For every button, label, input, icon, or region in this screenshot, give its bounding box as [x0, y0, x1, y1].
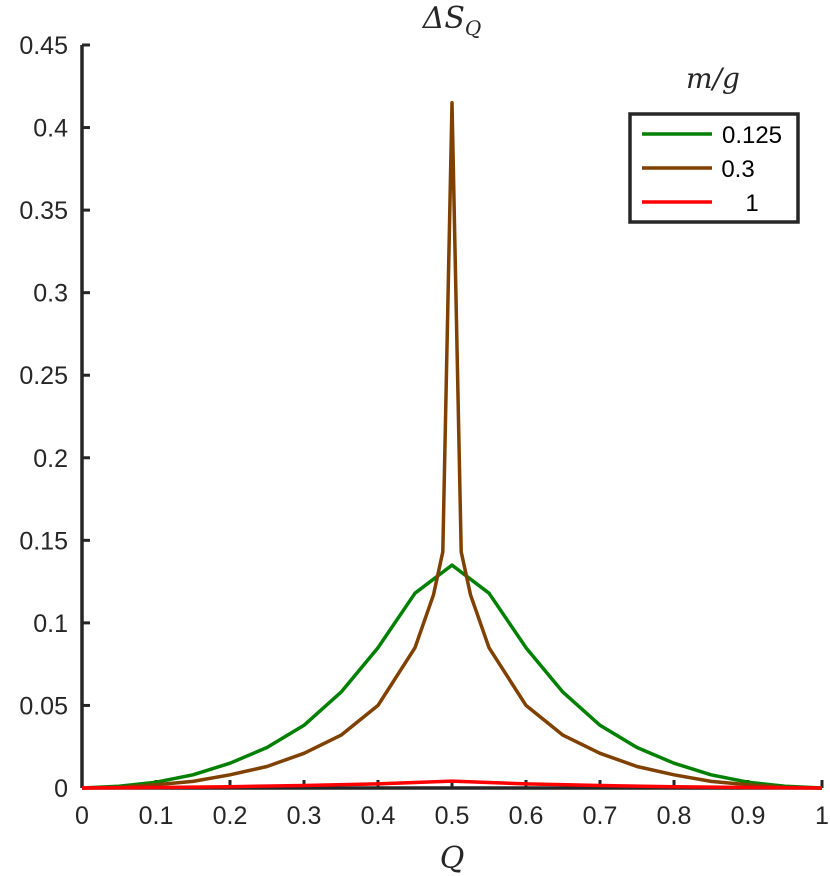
chart-title-main: ΔS [422, 1, 465, 36]
series-line-2 [81, 101, 823, 790]
x-tick-label: 1 [815, 802, 829, 830]
y-tick-label: 0 [54, 775, 68, 803]
x-tick-label: 0.8 [657, 802, 692, 830]
y-tick-label: 0.05 [19, 692, 68, 720]
axes: 0 0.1 0.2 0.3 0.4 0.5 0.6 0.7 0.8 0.9 1 0 0.05 0.1 0.1… [19, 32, 829, 830]
legend-label-1: 0.125 [722, 122, 782, 149]
x-tick-label: 0.1 [139, 802, 174, 830]
x-tick-label: 0.4 [361, 802, 396, 830]
legend-label-2: 0.3 [721, 156, 754, 183]
legend: 0.125 0.3 1 [628, 112, 800, 224]
y-tick-label: 0.45 [19, 32, 68, 60]
y-tick-label: 0.3 [33, 280, 68, 308]
chart-title-subscript: Q [465, 16, 481, 40]
x-tick-label: 0.6 [509, 802, 544, 830]
series-line-1 [81, 563, 823, 790]
plot-lines [81, 101, 823, 790]
y-tick-label: 0.35 [19, 197, 68, 225]
x-tick-label: 0 [75, 802, 89, 830]
legend-title: m/g [686, 62, 740, 95]
x-tick-label: 0.2 [213, 802, 248, 830]
y-tick-label: 0.2 [33, 445, 68, 473]
x-tick-label: 0.3 [287, 802, 322, 830]
y-tick-label: 0.15 [19, 527, 68, 555]
x-tick-label: 0.9 [731, 802, 766, 830]
series-line-3 [81, 779, 823, 790]
y-tick-label: 0.1 [33, 610, 68, 638]
y-tick-label: 0.4 [33, 115, 68, 143]
chart-title: ΔSQ [422, 1, 482, 40]
x-axis-label: Q [440, 841, 465, 876]
legend-label-3: 1 [745, 190, 758, 217]
y-tick-label: 0.25 [19, 362, 68, 390]
x-tick-label: 0.5 [435, 802, 470, 830]
x-tick-label: 0.7 [583, 802, 618, 830]
